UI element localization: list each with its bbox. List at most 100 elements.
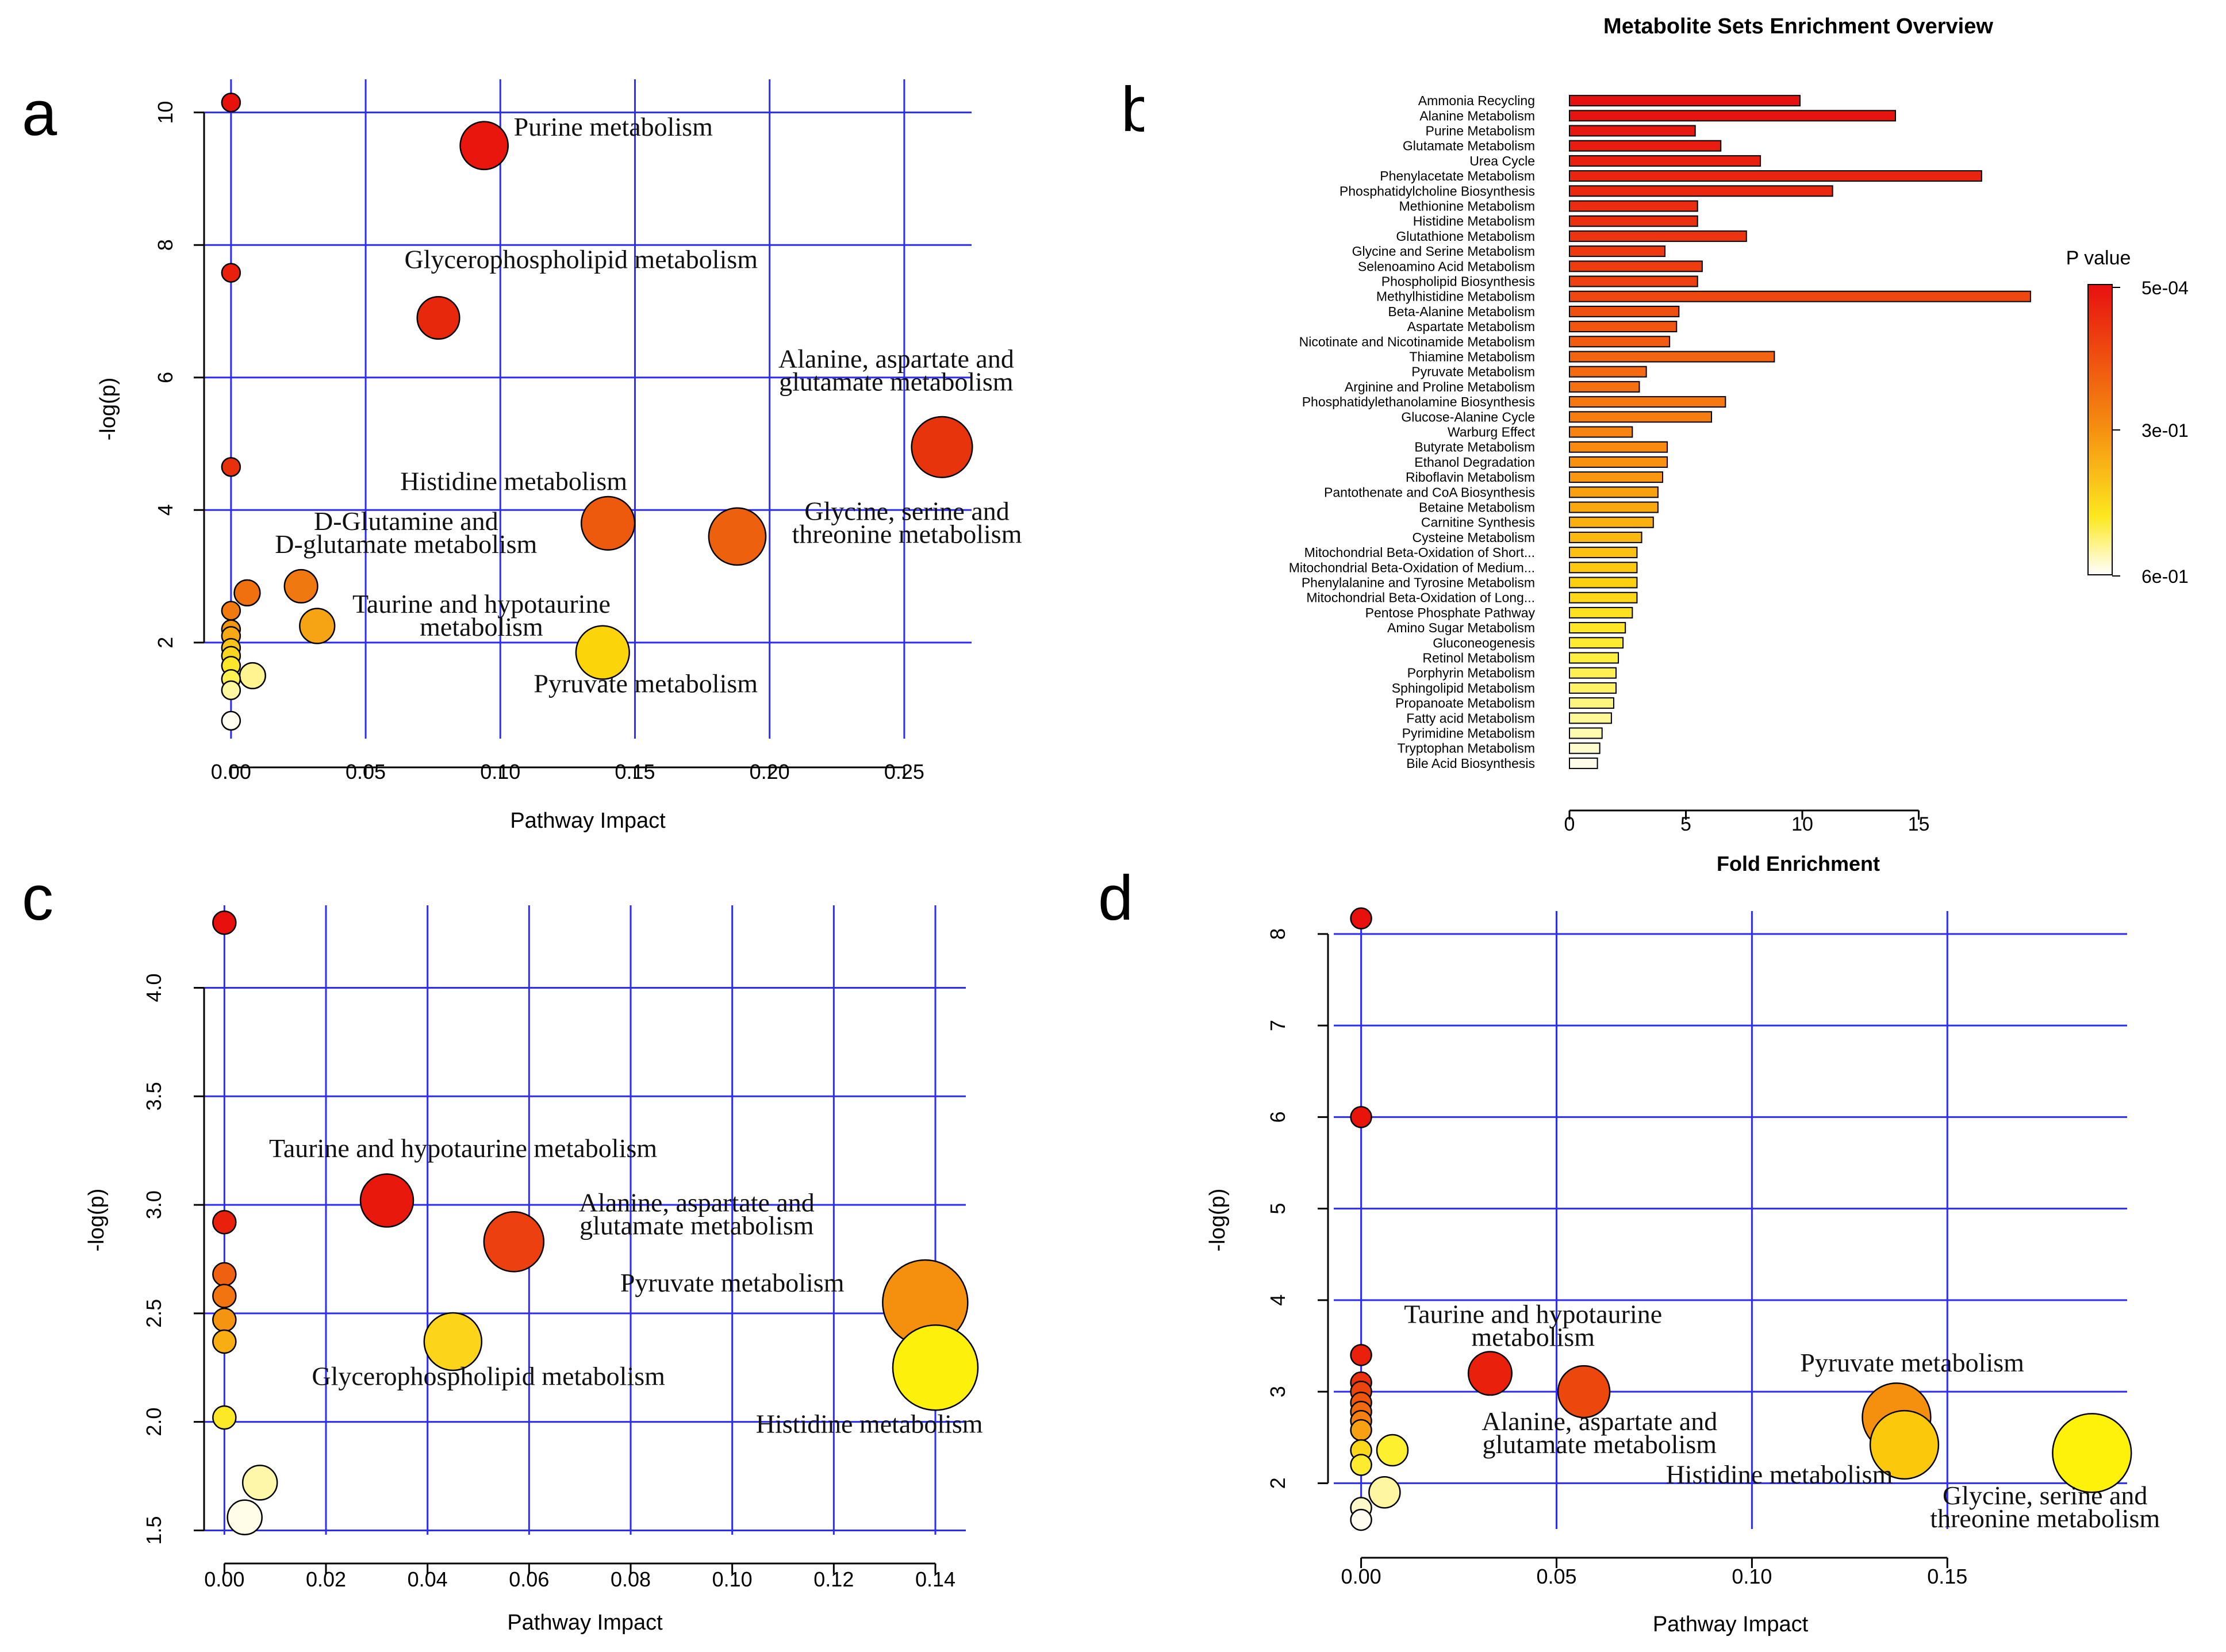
x-tick-label: 0.02 bbox=[306, 1568, 346, 1591]
enrichment-bar bbox=[1569, 652, 1619, 664]
pathway-label: Pyruvate metabolism bbox=[620, 1268, 845, 1297]
data-point bbox=[423, 1312, 483, 1371]
enrichment-bar bbox=[1569, 757, 1598, 769]
category-label: Ammonia Recycling bbox=[1418, 93, 1535, 108]
y-tick-label: 10 bbox=[153, 101, 177, 124]
data-point bbox=[283, 568, 318, 604]
y-tick-label: 6 bbox=[153, 372, 177, 383]
data-point bbox=[416, 295, 460, 340]
data-point bbox=[212, 910, 237, 935]
y-tick-label: 4 bbox=[153, 504, 177, 516]
category-label: Pyruvate Metabolism bbox=[1411, 364, 1535, 379]
category-label: Glycine and Serine Metabolism bbox=[1352, 244, 1535, 259]
category-label: Phenylacetate Metabolism bbox=[1380, 168, 1535, 183]
data-point bbox=[708, 507, 767, 566]
pathway-label: Alanine, aspartate and bbox=[778, 344, 1014, 373]
enrichment-bar bbox=[1569, 426, 1633, 438]
enrichment-bar bbox=[1569, 562, 1638, 574]
enrichment-bar bbox=[1569, 606, 1633, 618]
pathway-label: D-Glutamine and bbox=[314, 506, 498, 536]
pathway-label: glutamate metabolism bbox=[579, 1211, 814, 1240]
x-tick-label: 10 bbox=[1791, 813, 1813, 835]
enrichment-bar bbox=[1569, 577, 1638, 589]
category-label: Betaine Metabolism bbox=[1419, 500, 1535, 515]
enrichment-bar bbox=[1569, 170, 1982, 182]
category-label: Cysteine Metabolism bbox=[1413, 530, 1535, 545]
enrichment-bar bbox=[1569, 516, 1654, 528]
enrichment-bar bbox=[1569, 441, 1668, 453]
category-label: Histidine Metabolism bbox=[1413, 214, 1535, 229]
pathway-label: glutamate metabolism bbox=[779, 367, 1014, 396]
category-label: Porphyrin Metabolism bbox=[1407, 666, 1535, 681]
x-tick-label: 0.12 bbox=[813, 1568, 854, 1591]
enrichment-bar bbox=[1569, 351, 1775, 363]
x-tick-label: 0.15 bbox=[1927, 1565, 1967, 1588]
category-label: Bile Acid Biosynthesis bbox=[1406, 756, 1535, 771]
pathway-label: threonine metabolism bbox=[1930, 1504, 2160, 1533]
data-point bbox=[221, 601, 241, 621]
y-tick-label: 2.0 bbox=[142, 1408, 166, 1436]
category-label: Mitochondrial Beta-Oxidation of Short... bbox=[1304, 545, 1535, 560]
enrichment-bar bbox=[1569, 411, 1713, 423]
data-point bbox=[2052, 1413, 2132, 1493]
pathway-label: Pyruvate metabolism bbox=[534, 669, 758, 698]
enrichment-bar bbox=[1569, 501, 1659, 513]
category-label: Nicotinate and Nicotinamide Metabolism bbox=[1299, 334, 1535, 349]
enrichment-bar bbox=[1569, 396, 1726, 408]
category-label: Pentose Phosphate Pathway bbox=[1365, 605, 1536, 620]
x-axis-title: Fold Enrichment bbox=[1717, 852, 1880, 875]
data-point bbox=[1557, 1365, 1611, 1419]
data-point bbox=[221, 710, 241, 731]
x-tick-label: 0.10 bbox=[1732, 1565, 1772, 1588]
x-tick-label: 0.05 bbox=[1536, 1565, 1576, 1588]
category-label: Ethanol Degradation bbox=[1414, 455, 1535, 470]
x-tick-label: 0.00 bbox=[1341, 1565, 1381, 1588]
x-axis-title: Pathway Impact bbox=[1653, 1612, 1809, 1636]
enrichment-bar bbox=[1569, 290, 2031, 302]
x-tick-label: 0.06 bbox=[509, 1568, 549, 1591]
y-axis-title: -log(p) bbox=[96, 378, 120, 441]
data-point bbox=[212, 1307, 237, 1332]
panel-letter-a: a bbox=[22, 78, 57, 149]
category-label: Alanine Metabolism bbox=[1419, 108, 1535, 123]
x-tick-label: 0.04 bbox=[408, 1568, 448, 1591]
data-point bbox=[221, 457, 241, 477]
panel-letter-c: c bbox=[22, 863, 53, 933]
category-label: Purine Metabolism bbox=[1426, 124, 1535, 139]
enrichment-bar bbox=[1569, 742, 1601, 754]
data-point bbox=[241, 1465, 278, 1501]
enrichment-bar bbox=[1569, 95, 1801, 107]
enrichment-bar bbox=[1569, 215, 1698, 227]
pathway-label: Purine metabolism bbox=[514, 112, 713, 141]
data-point bbox=[892, 1324, 979, 1411]
pathway-label: Taurine and hypotaurine bbox=[352, 589, 611, 618]
x-tick-label: 0 bbox=[1564, 813, 1575, 835]
data-point bbox=[1350, 1106, 1372, 1128]
enrichment-bar bbox=[1569, 456, 1668, 468]
enrichment-bar bbox=[1569, 155, 1761, 167]
enrichment-bar bbox=[1569, 305, 1680, 317]
enrichment-bar bbox=[1569, 230, 1747, 242]
data-point bbox=[212, 1262, 237, 1287]
y-tick-label: 1.5 bbox=[142, 1516, 166, 1545]
data-point bbox=[212, 1405, 237, 1430]
y-tick-label: 8 bbox=[1266, 928, 1289, 940]
pathway-label: glutamate metabolism bbox=[1483, 1430, 1717, 1459]
enrichment-bar bbox=[1569, 275, 1698, 287]
enrichment-bar bbox=[1569, 547, 1638, 559]
category-label: Glutathione Metabolism bbox=[1396, 229, 1535, 244]
category-label: Riboflavin Metabolism bbox=[1406, 470, 1535, 485]
enrichment-bar bbox=[1569, 381, 1640, 393]
category-label: Selenoamino Acid Metabolism bbox=[1358, 259, 1535, 274]
y-tick-label: 6 bbox=[1266, 1111, 1289, 1123]
data-point bbox=[1368, 1476, 1401, 1509]
category-label: Glutamate Metabolism bbox=[1403, 139, 1535, 153]
pathway-label: Glycerophospholipid metabolism bbox=[312, 1361, 665, 1390]
x-tick-label: 0.10 bbox=[480, 760, 520, 783]
category-label: Pyrimidine Metabolism bbox=[1402, 726, 1535, 741]
category-label: Sphingolipid Metabolism bbox=[1392, 681, 1535, 696]
x-axis-title: Pathway Impact bbox=[510, 809, 666, 833]
y-tick-label: 3.5 bbox=[142, 1082, 166, 1111]
